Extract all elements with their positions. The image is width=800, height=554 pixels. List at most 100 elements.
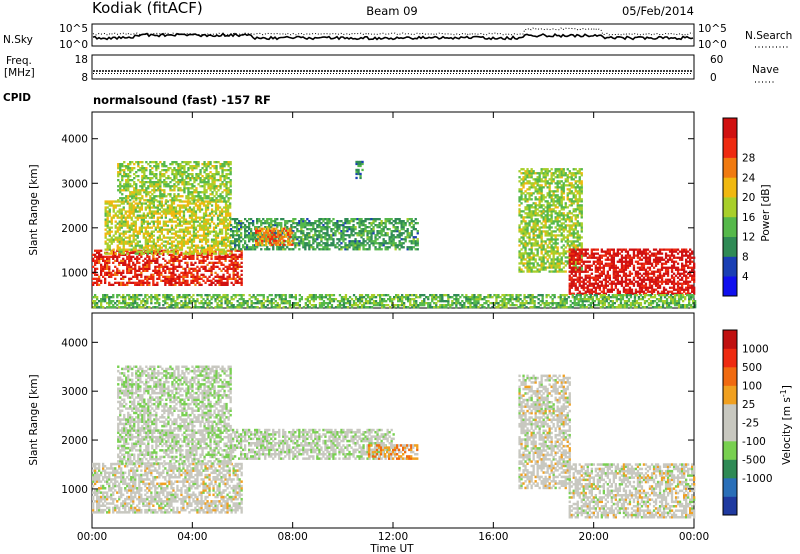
data-cell (214, 206, 218, 209)
data-cell (576, 258, 579, 261)
data-cell (598, 274, 601, 277)
data-cell (184, 228, 188, 231)
data-cell (168, 279, 171, 282)
data-cell (394, 228, 397, 231)
data-cell (202, 220, 206, 223)
data-cell (292, 218, 295, 221)
data-cell (218, 212, 222, 215)
data-cell (136, 230, 139, 233)
data-cell (392, 230, 395, 233)
data-cell (590, 256, 593, 259)
data-cell (126, 265, 129, 268)
data-cell (287, 241, 290, 244)
data-cell (119, 185, 122, 188)
data-cell (336, 246, 339, 249)
data-cell (576, 238, 579, 241)
data-cell (318, 224, 321, 227)
data-cell (291, 239, 294, 242)
data-cell (220, 255, 223, 258)
data-cell (159, 193, 162, 196)
data-cell (166, 236, 169, 239)
data-cell (156, 273, 159, 276)
data-cell (114, 212, 117, 215)
data-cell (200, 234, 204, 237)
data-cell (128, 277, 131, 280)
data-cell (304, 234, 307, 237)
data-cell (294, 226, 297, 229)
data-cell (536, 178, 539, 181)
data-cell (170, 224, 174, 227)
data-cell (203, 165, 206, 168)
data-cell (412, 242, 415, 245)
data-cell (182, 210, 186, 213)
data-cell (392, 238, 395, 241)
data-cell (556, 260, 559, 263)
data-cell (566, 194, 569, 197)
data-cell (548, 190, 551, 193)
data-cell (108, 271, 111, 274)
data-cell (312, 222, 315, 225)
data-cell (564, 264, 567, 267)
data-cell (138, 265, 141, 268)
data-cell (227, 197, 230, 200)
data-cell (263, 227, 266, 230)
data-cell (568, 256, 571, 259)
data-cell (528, 194, 531, 197)
data-cell (224, 238, 228, 241)
data-cell (142, 218, 145, 221)
data-cell (596, 284, 599, 287)
data-cell (108, 234, 111, 237)
data-cell (126, 214, 129, 217)
data-cell (520, 210, 523, 213)
data-cell (560, 224, 563, 227)
data-cell (144, 220, 147, 223)
data-cell (554, 234, 557, 237)
data-cell (121, 179, 124, 182)
data-cell (590, 288, 593, 291)
data-cell (120, 271, 123, 274)
data-cell (152, 257, 155, 260)
data-cell (287, 243, 290, 246)
data-cell (166, 250, 169, 253)
data-cell (542, 264, 545, 267)
data-cell (209, 197, 212, 200)
data-cell (542, 226, 545, 229)
data-cell (151, 197, 154, 200)
data-cell (596, 266, 599, 269)
data-cell (302, 218, 305, 221)
data-cell (229, 202, 232, 205)
data-cell (162, 224, 165, 227)
data-cell (528, 266, 531, 269)
data-cell (222, 281, 225, 284)
data-cell (189, 167, 192, 170)
data-cell (260, 222, 263, 225)
data-cell (206, 246, 210, 249)
data-cell (386, 220, 389, 223)
data-cell (540, 240, 543, 243)
data-cell (238, 220, 241, 223)
data-cell (338, 224, 341, 227)
data-cell (189, 179, 192, 182)
data-cell (374, 248, 377, 251)
data-cell (148, 267, 151, 270)
data-cell (534, 248, 537, 251)
data-cell (526, 198, 529, 201)
data-cell (536, 208, 539, 211)
data-cell (204, 222, 208, 225)
data-cell (182, 228, 186, 231)
data-cell (244, 232, 247, 235)
data-cell (360, 230, 363, 233)
data-cell (586, 252, 589, 255)
data-cell (362, 234, 365, 237)
data-cell (174, 238, 178, 241)
data-cell (214, 283, 217, 286)
data-cell (366, 232, 369, 235)
data-cell (572, 230, 575, 233)
data-cell (285, 229, 288, 232)
data-cell (128, 271, 131, 274)
data-cell (220, 230, 224, 233)
data-cell (548, 234, 551, 237)
data-cell (164, 246, 167, 249)
data-cell (238, 240, 241, 243)
data-cell (240, 269, 243, 272)
